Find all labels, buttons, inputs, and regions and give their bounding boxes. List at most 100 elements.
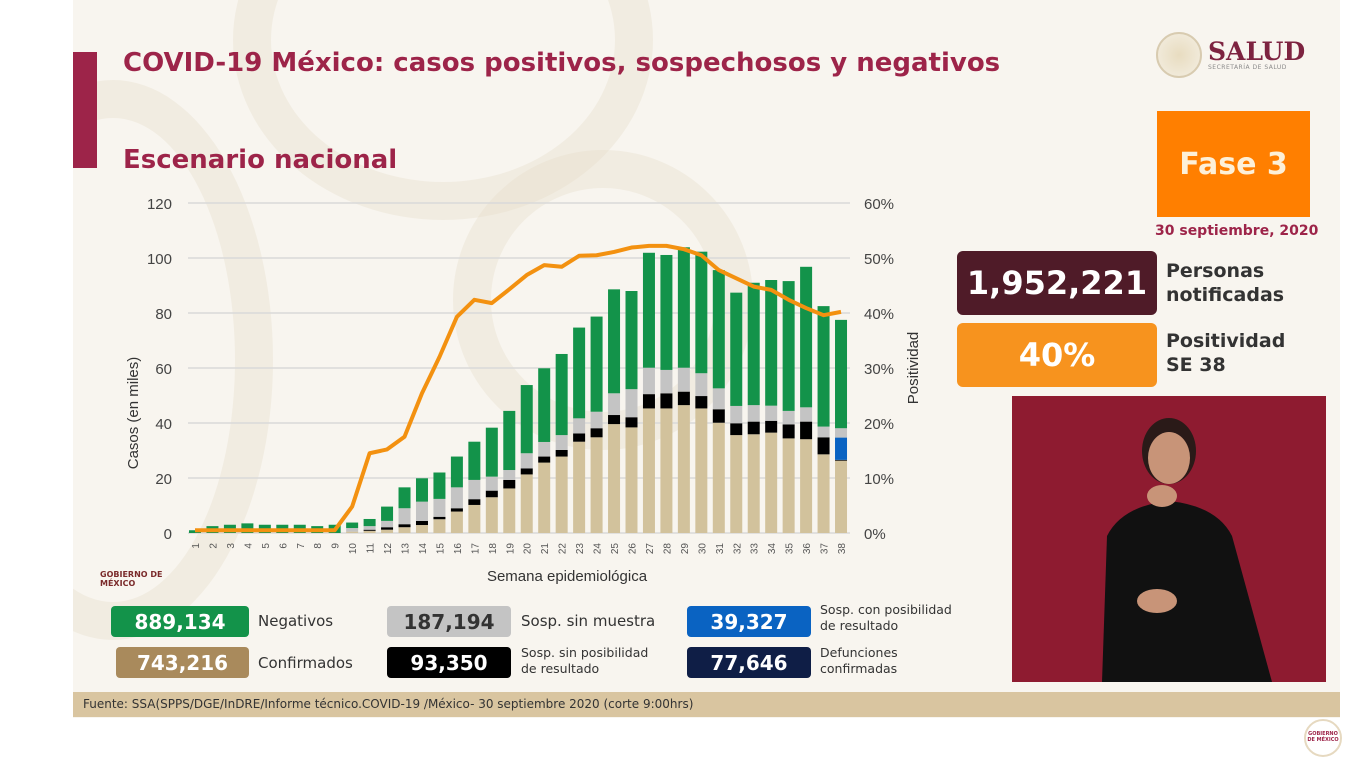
y2-tick-label: 0% bbox=[864, 526, 886, 543]
bar-segment-negativos bbox=[608, 289, 621, 394]
bar-segment-sosp-sin-muestra bbox=[642, 367, 655, 395]
x-tick-label: 21 bbox=[540, 543, 551, 555]
bar-segment-confirmados bbox=[381, 529, 394, 533]
bar-segment-sosp-sin-muestra bbox=[538, 441, 551, 457]
y2-axis-title: Positividad bbox=[905, 332, 922, 405]
bar-segment-negativos bbox=[450, 456, 463, 488]
bar-segment-confirmados bbox=[363, 530, 376, 533]
notified-label: Personas notificadas bbox=[1166, 259, 1284, 307]
bar-segment-negativos bbox=[363, 518, 376, 527]
bar-segment-sosp-con-posibilidad-de-resultado bbox=[835, 437, 848, 460]
notified-label-line1: Personas bbox=[1166, 260, 1265, 282]
bar-segment-confirmados bbox=[642, 408, 655, 533]
y2-tick-label: 30% bbox=[864, 361, 894, 378]
bar-segment-sosp-sin-muestra bbox=[590, 411, 603, 429]
x-tick-label: 24 bbox=[593, 543, 604, 555]
source-footer: Fuente: SSA(SPPS/DGE/InDRE/Informe técni… bbox=[73, 692, 1340, 717]
x-tick-label: 7 bbox=[296, 543, 307, 549]
bar-segment-sosp-sin-posibilidad-de-resultado bbox=[747, 421, 760, 435]
logo-subtitle: SECRETARÍA DE SALUD bbox=[1208, 64, 1287, 71]
notified-label-line2: notificadas bbox=[1166, 284, 1285, 306]
legend-label-line2: de resultado bbox=[521, 661, 600, 676]
bar-segment-sosp-sin-muestra bbox=[503, 470, 516, 480]
x-tick-label: 33 bbox=[750, 543, 761, 555]
bar-segment-sosp-sin-posibilidad-de-resultado bbox=[817, 437, 830, 455]
bar-segment-confirmados bbox=[450, 511, 463, 533]
x-tick-label: 10 bbox=[348, 543, 359, 555]
bar-segment-sosp-sin-muestra bbox=[608, 393, 621, 416]
bar-segment-confirmados bbox=[590, 437, 603, 533]
x-tick-label: 11 bbox=[366, 543, 377, 554]
bar-segment-sosp-sin-muestra bbox=[695, 373, 708, 397]
x-tick-label: 22 bbox=[558, 543, 569, 555]
bar-segment-sosp-sin-posibilidad-de-resultado bbox=[538, 456, 551, 463]
x-tick-label: 18 bbox=[488, 543, 499, 555]
bar-segment-negativos bbox=[712, 270, 725, 389]
legend-sin-posibilidad-label: Sosp. sin posibilidad de resultado bbox=[521, 645, 648, 677]
bar-segment-negativos bbox=[538, 368, 551, 442]
y2-tick-label: 40% bbox=[864, 306, 894, 323]
y-tick-label: 100 bbox=[147, 251, 172, 268]
bar-segment-sosp-sin-muestra bbox=[433, 498, 446, 517]
bar-segment-sosp-sin-posibilidad-de-resultado bbox=[765, 420, 778, 433]
x-tick-label: 31 bbox=[715, 543, 726, 555]
bar-segment-sosp-sin-muestra bbox=[573, 418, 586, 434]
x-axis-title: Semana epidemiológica bbox=[487, 568, 648, 585]
bar-segment-confirmados bbox=[573, 441, 586, 533]
bar-segment-confirmados bbox=[695, 408, 708, 533]
legend-defunciones-label: Defunciones confirmadas bbox=[820, 645, 898, 677]
bar-segment-confirmados bbox=[398, 527, 411, 533]
x-tick-label: 29 bbox=[680, 543, 691, 555]
bar-segment-negativos bbox=[730, 292, 743, 406]
x-tick-label: 14 bbox=[418, 543, 429, 555]
x-tick-label: 2 bbox=[208, 543, 219, 549]
bar-segment-sosp-sin-posibilidad-de-resultado bbox=[730, 423, 743, 436]
bar-segment-sosp-sin-muestra bbox=[817, 426, 830, 438]
bar-segment-sosp-sin-posibilidad-de-resultado bbox=[712, 409, 725, 423]
bar-segment-sosp-sin-posibilidad-de-resultado bbox=[450, 508, 463, 512]
bar-segment-negativos bbox=[625, 291, 638, 390]
y-axis-title: Casos (en miles) bbox=[125, 357, 142, 470]
x-tick-label: 13 bbox=[401, 543, 412, 555]
bar-segment-negativos bbox=[835, 319, 848, 429]
bar-segment-negativos bbox=[503, 410, 516, 471]
page-subtitle: Escenario nacional bbox=[123, 145, 398, 175]
x-tick-label: 15 bbox=[435, 543, 446, 555]
national-seal-icon bbox=[1156, 32, 1202, 78]
bar-segment-sosp-sin-posibilidad-de-resultado bbox=[695, 396, 708, 409]
positivity-line bbox=[195, 243, 842, 533]
bar-segment-sosp-sin-muestra bbox=[555, 435, 568, 450]
bar-segment-negativos bbox=[415, 478, 428, 502]
x-tick-label: 17 bbox=[470, 543, 481, 555]
bar-segment-sosp-sin-posibilidad-de-resultado bbox=[573, 433, 586, 442]
legend-sin-muestra-label: Sosp. sin muestra bbox=[521, 612, 656, 630]
bar-segment-negativos bbox=[485, 427, 498, 477]
legend-sin-muestra-value: 187,194 bbox=[387, 606, 511, 637]
bar-segment-sosp-sin-muestra bbox=[468, 479, 481, 500]
bar-segment-negativos bbox=[590, 316, 603, 412]
bar-segment-confirmados bbox=[555, 456, 568, 533]
y2-tick-label: 60% bbox=[864, 196, 894, 213]
phase-badge: Fase 3 bbox=[1157, 111, 1310, 217]
bar-segment-negativos bbox=[660, 254, 673, 370]
x-tick-label: 1 bbox=[191, 543, 202, 549]
salud-logo: SALUD SECRETARÍA DE SALUD bbox=[1156, 32, 1305, 78]
bar-segment-sosp-sin-muestra bbox=[782, 410, 795, 425]
legend-label-line1: Defunciones bbox=[820, 645, 898, 660]
bar-segment-sosp-sin-posibilidad-de-resultado bbox=[590, 428, 603, 438]
y-tick-label: 40 bbox=[155, 416, 172, 433]
x-tick-label: 12 bbox=[383, 543, 394, 555]
y2-tick-label: 50% bbox=[864, 251, 894, 268]
positivity-label: Positividad SE 38 bbox=[1166, 329, 1285, 377]
legend-value: 187,194 bbox=[403, 609, 495, 634]
y2-tick-label: 10% bbox=[864, 471, 894, 488]
bar-segment-confirmados bbox=[608, 424, 621, 533]
bar-segment-sosp-sin-muestra bbox=[677, 367, 690, 392]
report-date: 30 septiembre, 2020 bbox=[1155, 223, 1319, 239]
bar-segment-confirmados bbox=[520, 474, 533, 533]
bar-segment-sosp-sin-muestra bbox=[835, 428, 848, 438]
positivity-label-line2: SE 38 bbox=[1166, 354, 1226, 376]
x-tick-label: 23 bbox=[575, 543, 586, 555]
bar-segment-sosp-sin-posibilidad-de-resultado bbox=[381, 527, 394, 530]
bar-segment-confirmados bbox=[538, 462, 551, 533]
